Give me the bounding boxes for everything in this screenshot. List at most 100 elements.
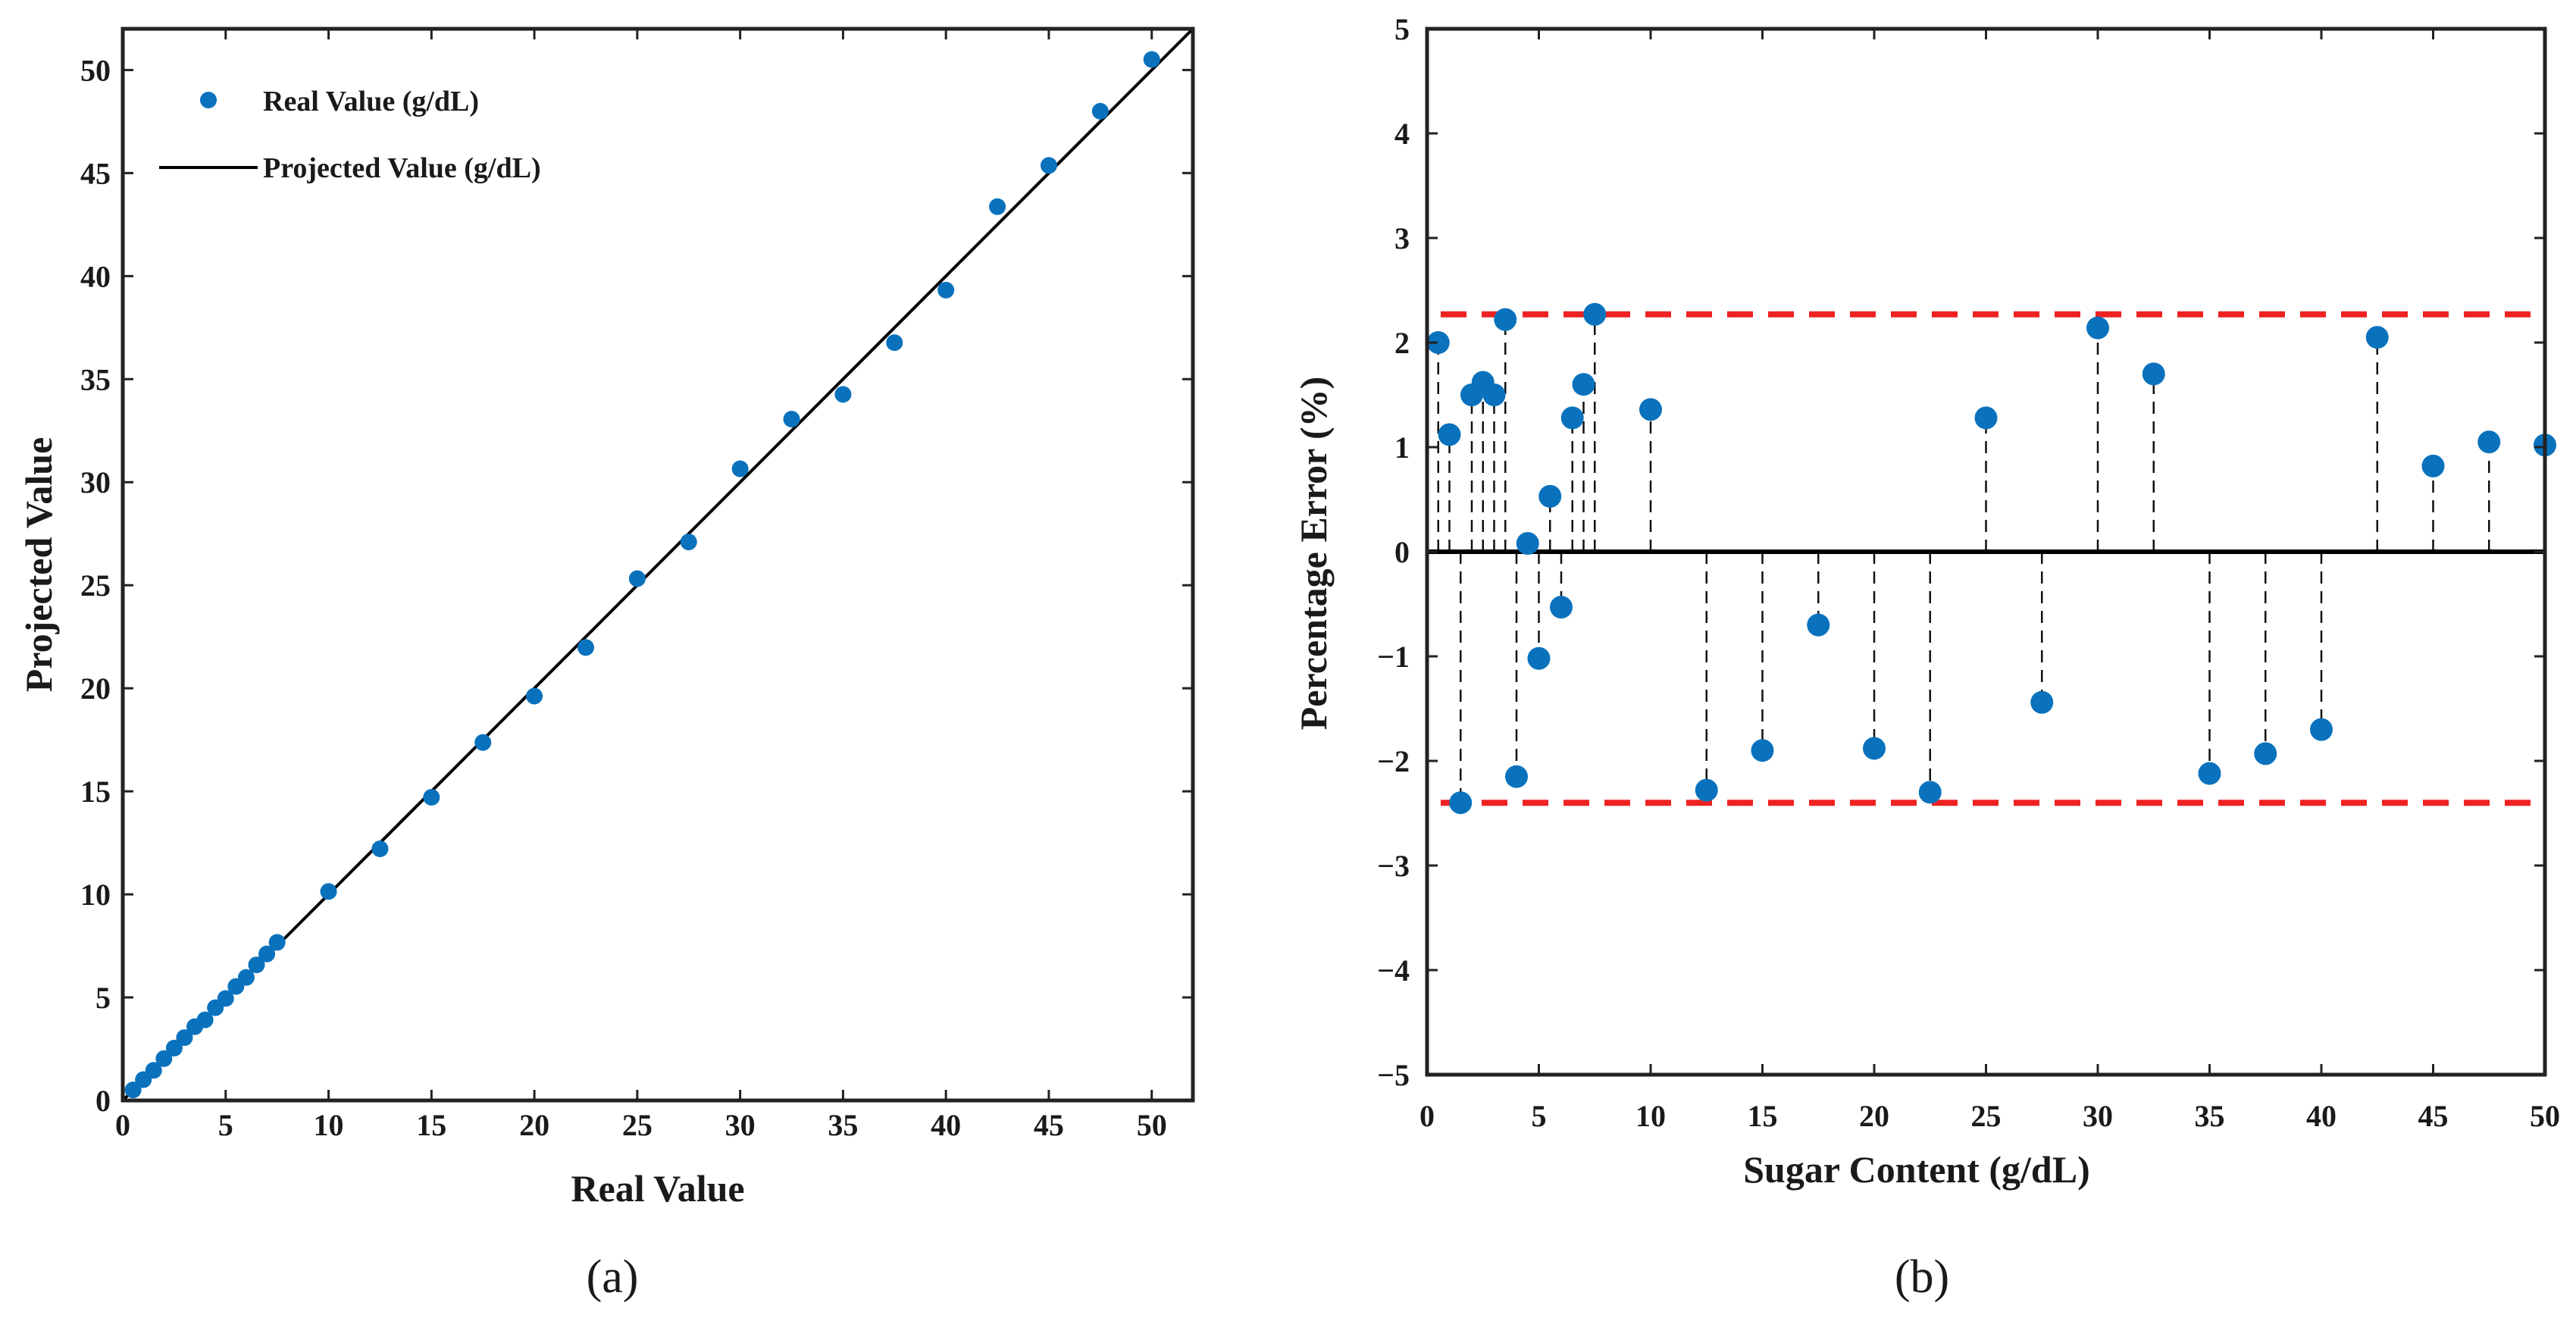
x-tick-label: 45 <box>1034 1108 1064 1142</box>
chart-b-caption: (b) <box>1895 1251 1949 1303</box>
chart-a-plot-frame <box>121 27 1195 1103</box>
error-point <box>2086 316 2109 340</box>
x-tick-label: 35 <box>2195 1099 2225 1133</box>
real-value-point <box>680 534 697 551</box>
chart-a-data-layer <box>121 27 1194 1102</box>
real-value-point <box>155 1050 173 1067</box>
y-tick-label: 45 <box>80 156 111 190</box>
real-value-point <box>628 570 646 587</box>
x-tick-label: 10 <box>1635 1099 1666 1133</box>
real-value-point <box>423 789 440 806</box>
real-value-point <box>1143 51 1160 68</box>
real-value-point <box>731 460 749 477</box>
x-tick-label: 40 <box>2306 1099 2337 1133</box>
error-point <box>2310 718 2333 741</box>
real-value-point <box>783 411 800 428</box>
x-tick-label: 0 <box>1419 1099 1435 1133</box>
real-value-point <box>1091 102 1109 120</box>
error-point <box>2254 742 2277 765</box>
y-tick-label: 1 <box>1394 430 1410 465</box>
error-point <box>1918 781 1942 804</box>
y-tick-label: 5 <box>95 981 111 1015</box>
chart-a-legend: Real Value (g/dL) Projected Value (g/dL) <box>159 86 541 184</box>
error-point <box>1863 737 1886 760</box>
y-tick-label: 15 <box>80 775 111 809</box>
chart-a-real-vs-projected: 0 5 10 15 20 25 30 35 40 45 50 0 5 10 15 20 25 30 35 40 45 50… <box>17 27 1195 1303</box>
legend-label-projected-value: Projected Value (g/dL) <box>263 152 541 184</box>
y-tick-label: 25 <box>80 568 111 603</box>
error-point <box>2142 362 2165 386</box>
x-tick-label: 20 <box>1859 1099 1889 1133</box>
legend-dot-marker <box>200 92 217 108</box>
real-value-point <box>145 1062 162 1079</box>
error-point <box>1538 484 1562 508</box>
error-point <box>1426 331 1450 354</box>
y-tick-label: 30 <box>80 465 111 499</box>
real-value-point <box>320 883 337 900</box>
chart-a-y-axis-title: Projected Value <box>17 437 60 693</box>
y-tick-label: 10 <box>80 878 111 912</box>
x-tick-label: 0 <box>115 1108 130 1142</box>
y-tick-label: 35 <box>80 362 111 396</box>
error-point <box>1550 596 1573 619</box>
error-point <box>1974 406 1998 430</box>
y-tick-label: 0 <box>95 1084 111 1118</box>
error-point <box>1449 791 1473 815</box>
error-point <box>1639 398 1662 421</box>
x-tick-label: 10 <box>314 1108 344 1142</box>
y-tick-label: 4 <box>1394 117 1410 151</box>
real-value-point <box>268 934 286 951</box>
real-value-point <box>474 734 492 751</box>
error-point <box>1438 423 1461 446</box>
chart-a-ticks: 0 5 10 15 20 25 30 35 40 45 50 0 5 10 15 20 25 30 35 40 45 50 <box>80 29 1193 1142</box>
y-tick-label: 40 <box>80 259 111 293</box>
real-value-point <box>937 281 955 299</box>
y-tick-label: 20 <box>80 671 111 706</box>
error-point <box>2365 326 2389 349</box>
real-value-point <box>237 969 255 986</box>
chart-b-y-axis-title: Percentage Error (%) <box>1292 377 1335 730</box>
x-tick-label: 50 <box>1137 1108 1167 1142</box>
x-tick-label: 25 <box>1971 1099 2002 1133</box>
chart-a-x-axis-title: Real Value <box>571 1167 744 1210</box>
real-value-point <box>577 639 594 656</box>
real-value-point <box>886 334 903 352</box>
error-point <box>1494 308 1517 331</box>
error-point <box>2030 690 2054 714</box>
real-value-point <box>526 687 543 705</box>
y-tick-label: −5 <box>1377 1058 1410 1092</box>
projected-value-line <box>121 27 1194 1102</box>
error-point <box>2198 762 2221 785</box>
y-tick-label: 50 <box>80 53 111 87</box>
error-point <box>2421 454 2445 477</box>
real-value-point <box>1040 157 1057 174</box>
x-tick-label: 30 <box>2083 1099 2113 1133</box>
x-tick-label: 15 <box>1748 1099 1778 1133</box>
x-tick-label: 20 <box>519 1108 549 1142</box>
real-value-point <box>165 1039 183 1056</box>
y-tick-label: 5 <box>1394 12 1410 46</box>
y-tick-label: −1 <box>1377 640 1410 674</box>
error-point <box>1505 765 1528 788</box>
real-value-point <box>176 1029 193 1047</box>
error-point <box>1560 406 1584 430</box>
real-value-point <box>217 990 234 1007</box>
real-value-point <box>124 1082 142 1099</box>
error-point <box>1572 373 1595 396</box>
real-value-point <box>258 945 276 963</box>
error-point <box>1583 302 1607 326</box>
error-point <box>1482 383 1506 406</box>
y-tick-label: 0 <box>1394 535 1410 569</box>
x-tick-label: 35 <box>828 1108 858 1142</box>
y-tick-label: 3 <box>1394 221 1410 255</box>
real-value-point <box>834 386 852 403</box>
error-point <box>1527 646 1551 670</box>
x-tick-label: 25 <box>622 1108 653 1142</box>
x-tick-label: 40 <box>931 1108 961 1142</box>
error-point <box>1751 739 1774 762</box>
error-point <box>1695 778 1718 802</box>
real-value-point <box>248 956 265 974</box>
y-tick-label: −3 <box>1377 849 1410 883</box>
